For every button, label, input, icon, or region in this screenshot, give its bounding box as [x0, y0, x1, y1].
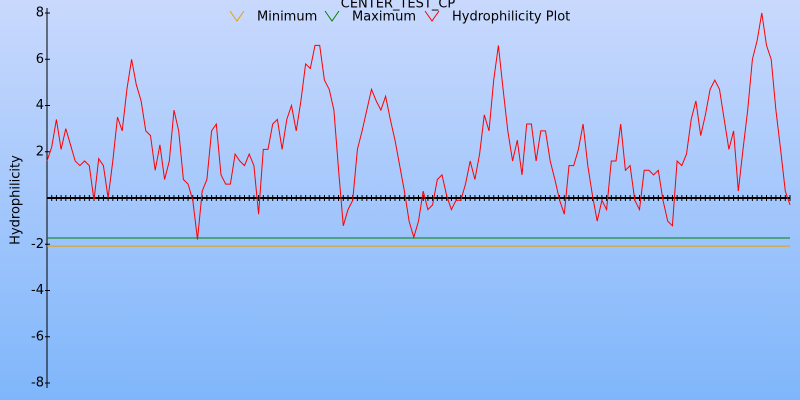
legend-label: Minimum — [257, 10, 317, 25]
legend-icon — [424, 10, 440, 22]
y-tick-label: 6 — [36, 52, 44, 67]
y-tick-label: 2 — [36, 144, 44, 159]
legend-icon — [324, 10, 340, 22]
legend-icon — [229, 10, 245, 22]
y-tick-label: -2 — [31, 237, 44, 252]
chart-title: CENTER_TEST_CP — [341, 0, 456, 12]
y-tick-label: -6 — [31, 329, 44, 344]
y-tick-label: -8 — [31, 376, 44, 391]
legend-label: Maximum — [352, 10, 416, 25]
y-tick-label: -4 — [31, 283, 44, 298]
y-tick-label: 4 — [36, 98, 44, 113]
legend-label: Hydrophilicity Plot — [452, 10, 570, 25]
data-line — [46, 12, 791, 240]
y-tick-label: 8 — [36, 6, 44, 21]
y-axis-label: Hydrophilicity — [9, 155, 24, 245]
